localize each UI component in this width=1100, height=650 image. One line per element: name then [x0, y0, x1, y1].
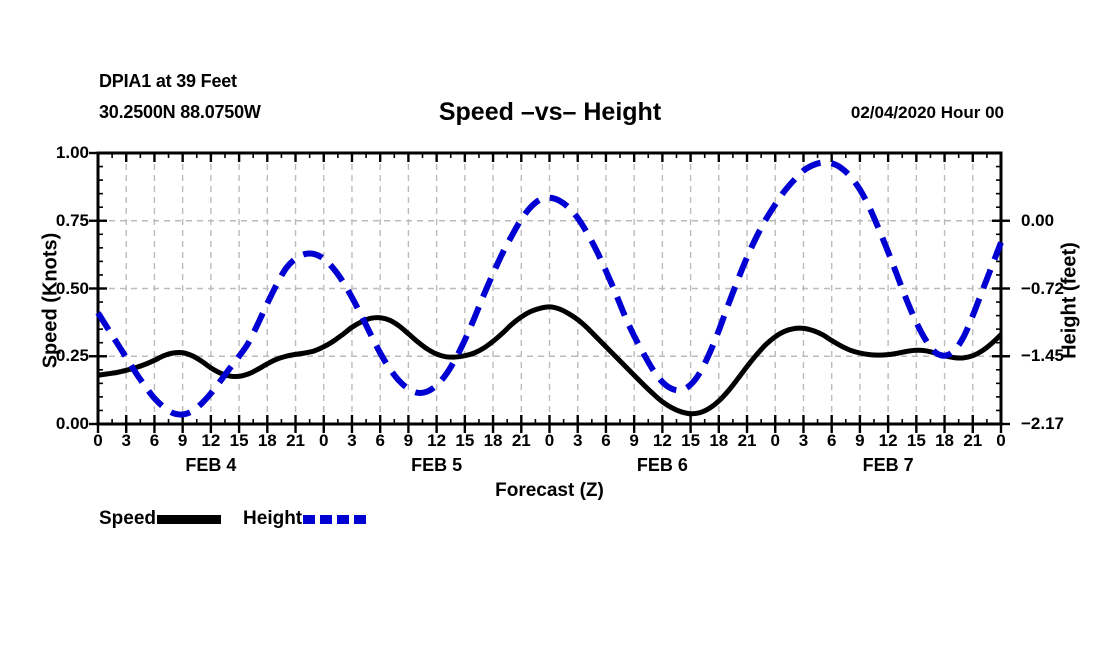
- x-axis-day-label: FEB 5: [411, 455, 463, 475]
- x-tick-label: 0: [544, 431, 555, 450]
- x-axis-title: Forecast (Z): [495, 480, 604, 501]
- legend: Speed Height: [99, 508, 368, 530]
- x-tick-label: 15: [229, 431, 249, 450]
- x-tick-label: 9: [177, 431, 188, 450]
- y-tick-label-left: 0.75: [55, 210, 89, 230]
- data-series: [95, 159, 1004, 418]
- datestamp-label: 02/04/2020 Hour 00: [850, 103, 1004, 122]
- x-tick-label: 15: [681, 431, 701, 450]
- x-tick-label: 0: [770, 431, 780, 450]
- x-tick-label: 21: [737, 431, 757, 450]
- legend-label: Height: [243, 508, 303, 529]
- x-tick-label: 9: [403, 431, 414, 450]
- x-tick-label: 21: [511, 431, 531, 450]
- x-tick-label: 3: [347, 431, 357, 450]
- x-tick-label: 0: [319, 431, 329, 450]
- chart-title: Speed –vs– Height: [438, 98, 662, 126]
- x-tick-label: 12: [427, 431, 447, 450]
- y-tick-label-left: 1.00: [55, 143, 89, 162]
- legend-label: Speed: [99, 508, 157, 529]
- x-tick-label: 0: [93, 431, 103, 450]
- x-tick-label: 15: [455, 431, 475, 450]
- x-tick-label: 12: [201, 431, 221, 450]
- x-tick-label: 18: [257, 431, 277, 450]
- x-tick-label: 6: [826, 431, 837, 450]
- x-tick-label: 21: [963, 431, 983, 450]
- x-tick-label: 6: [375, 431, 385, 450]
- coordinates-label: 30.2500N 88.0750W: [99, 102, 261, 122]
- x-tick-label: 18: [483, 431, 503, 450]
- x-tick-label: 18: [935, 431, 955, 450]
- y-tick-label-right: 0.00: [1021, 210, 1055, 230]
- x-axis-day-label: FEB 6: [636, 455, 688, 475]
- x-tick-label: 15: [906, 431, 926, 450]
- y-tick-label-left: 0.25: [55, 346, 89, 366]
- x-tick-label: 3: [798, 431, 809, 450]
- x-tick-label: 0: [996, 431, 1006, 450]
- x-tick-label: 18: [709, 431, 729, 450]
- x-tick-label: 3: [121, 431, 131, 450]
- legend-item-speed[interactable]: Speed: [99, 508, 222, 530]
- legend-spacer: [221, 519, 243, 520]
- legend-swatch-solid: [157, 514, 222, 524]
- x-tick-label: 12: [878, 431, 898, 450]
- x-tick-label: 9: [855, 431, 865, 450]
- x-tick-label: 9: [629, 431, 639, 450]
- x-tick-label: 6: [149, 431, 160, 450]
- x-tick-label: 3: [572, 431, 583, 450]
- x-axis-day-label: FEB 7: [862, 455, 914, 475]
- x-tick-label: 21: [286, 431, 305, 450]
- y-tick-label-left: 0.50: [55, 278, 89, 298]
- y-tick-label-right: −0.72: [1021, 278, 1065, 298]
- legend-item-height[interactable]: Height: [243, 508, 368, 530]
- legend-swatch-dashed: [303, 514, 368, 524]
- y-tick-label-right: −2.17: [1021, 414, 1065, 433]
- x-axis-day-label: FEB 4: [185, 455, 237, 475]
- y-tick-label-left: 0.00: [55, 414, 89, 433]
- station-label: DPIA1 at 39 Feet: [99, 71, 237, 91]
- axis-ticks: [89, 151, 1010, 433]
- series-line-speed: [97, 304, 1003, 417]
- series-line-height: [95, 159, 1004, 418]
- x-tick-label: 6: [601, 431, 611, 450]
- y-tick-label-right: −1.45: [1021, 346, 1065, 366]
- x-tick-label: 12: [652, 431, 672, 450]
